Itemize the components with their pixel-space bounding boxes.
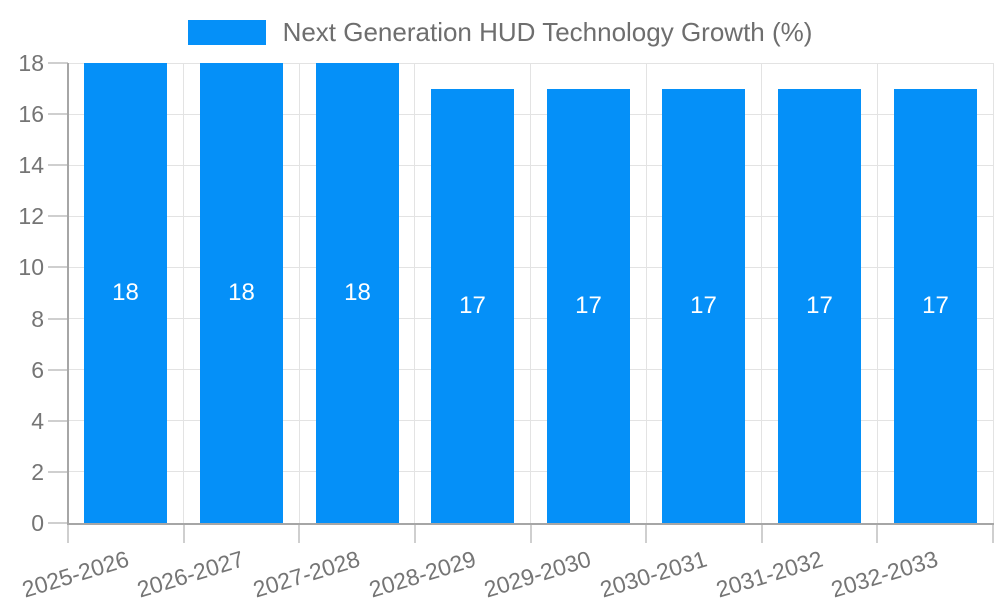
y-tick-label: 14 xyxy=(18,152,44,179)
bar[interactable] xyxy=(662,88,745,523)
y-tick-label: 16 xyxy=(18,101,44,128)
bar-value-label: 17 xyxy=(459,291,486,319)
grid-line-v xyxy=(761,63,763,523)
y-axis-tick xyxy=(48,266,68,269)
y-tick-label: 10 xyxy=(18,254,44,281)
x-tick-label: 2028-2029 xyxy=(365,545,479,600)
y-tick-label: 12 xyxy=(18,203,44,230)
y-tick-label: 2 xyxy=(31,458,44,485)
y-tick-label: 6 xyxy=(31,356,44,383)
y-axis-tick xyxy=(48,317,68,320)
x-axis-tick xyxy=(529,523,532,543)
x-axis-line xyxy=(67,523,994,525)
x-axis-tick xyxy=(876,523,879,543)
bar[interactable] xyxy=(894,88,977,523)
y-axis-tick xyxy=(48,470,68,473)
y-tick-label: 18 xyxy=(18,50,44,76)
bar[interactable] xyxy=(547,88,630,523)
y-axis-tick xyxy=(48,164,68,167)
bar[interactable] xyxy=(316,63,399,523)
y-axis-tick xyxy=(48,62,68,64)
x-axis-tick xyxy=(645,523,648,543)
legend: Next Generation HUD Technology Growth (%… xyxy=(0,12,1000,52)
grid-line-v xyxy=(992,63,994,523)
bar-value-label: 18 xyxy=(112,279,139,306)
grid-line-v xyxy=(414,63,416,523)
bar[interactable] xyxy=(431,88,514,523)
y-tick-label: 4 xyxy=(31,407,44,434)
x-tick-label: 2029-2030 xyxy=(481,545,595,600)
bar-value-label: 17 xyxy=(575,291,602,319)
grid-line-v xyxy=(645,63,647,523)
bar-value-label: 18 xyxy=(344,279,371,306)
grid-line-v xyxy=(298,63,300,523)
y-axis-line xyxy=(67,63,69,523)
bar-value-label: 17 xyxy=(922,291,949,319)
y-axis-tick xyxy=(48,113,68,116)
y-axis-tick xyxy=(48,368,68,371)
legend-swatch xyxy=(187,19,266,45)
bar[interactable] xyxy=(778,88,861,523)
x-tick-label: 2026-2027 xyxy=(134,545,248,600)
legend-item[interactable]: Next Generation HUD Technology Growth (%… xyxy=(187,17,813,47)
grid-line-v xyxy=(183,63,185,523)
y-tick-label: 8 xyxy=(31,305,44,332)
x-tick-label: 2032-2033 xyxy=(828,545,941,600)
x-axis-tick xyxy=(992,523,994,543)
x-axis-tick xyxy=(298,523,301,543)
legend-label: Next Generation HUD Technology Growth (%… xyxy=(282,17,813,47)
x-tick-label: 2031-2032 xyxy=(712,545,826,600)
bar-value-label: 17 xyxy=(690,291,717,319)
y-axis-tick xyxy=(48,419,68,422)
grid-line-v xyxy=(876,63,878,523)
y-tick-label: 0 xyxy=(31,510,44,536)
x-tick-label: 2027-2028 xyxy=(250,545,363,600)
x-tick-label: 2025-2026 xyxy=(18,545,132,600)
x-axis-tick xyxy=(67,523,69,543)
x-tick-label: 2030-2031 xyxy=(596,545,710,600)
y-axis-tick xyxy=(48,522,68,524)
y-axis-tick xyxy=(48,215,68,218)
x-axis-tick xyxy=(182,523,185,543)
x-axis-tick xyxy=(413,523,416,543)
bar-value-label: 18 xyxy=(228,279,255,306)
grid-line-v xyxy=(530,63,531,523)
bar-value-label: 17 xyxy=(806,291,833,319)
bar[interactable] xyxy=(84,63,167,523)
x-axis-tick xyxy=(760,523,763,543)
bar[interactable] xyxy=(200,63,283,523)
